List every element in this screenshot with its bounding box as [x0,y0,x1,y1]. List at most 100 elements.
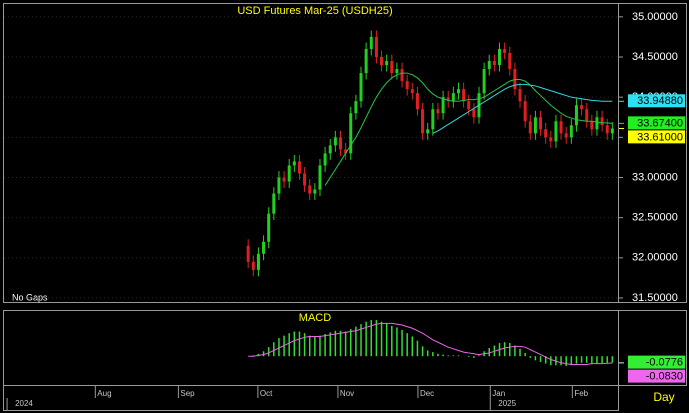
candle-body [605,125,609,134]
candle-body [564,133,568,138]
candle-body [380,57,384,66]
candle-body [405,81,409,90]
candle-body [569,125,573,138]
candle-body [246,245,250,262]
candle-body [344,149,348,154]
candle-body [333,137,337,146]
candle-body [313,189,317,194]
candle-body [364,48,368,74]
candle-body [472,109,476,118]
candle-body [523,101,527,122]
y-tick-label: 34.50000 [632,51,678,63]
x-tick-label: Aug [97,389,111,398]
price-axis [618,3,687,303]
candle-body [498,48,502,66]
indicator-line [432,83,613,134]
macd-title: MACD [299,312,331,324]
marker-box [628,369,685,383]
indicator-line [324,72,613,186]
marker-box [628,355,685,369]
x-tick-label: Oct [260,389,273,398]
candle-body [436,109,440,114]
macd-axis [618,310,687,386]
candle-body [487,61,491,70]
candle-body [446,97,450,102]
indicator-line [248,322,613,365]
candle-body [328,145,332,154]
x-tick-label: Dec [420,389,434,398]
candle-body [533,117,537,134]
candle-body [338,137,342,150]
y-tick-label: 33.00000 [632,171,678,183]
candle-body [554,121,558,142]
candle-body [287,165,291,182]
candle-body [415,93,419,110]
marker-label: 33.61000 [637,131,683,143]
candle-body [574,105,578,126]
candle-body [462,89,466,102]
candle-body [395,69,399,74]
candle-body [385,61,389,66]
macd-panel [3,310,619,386]
candle-body [585,109,589,122]
candle-body [282,177,286,182]
marker-label: 33.94880 [637,95,683,107]
candle-body [549,137,553,142]
candle-body [426,129,430,134]
candle-body [400,69,404,82]
candle-body [482,69,486,94]
marker-label: -0.0830 [646,371,683,383]
candle-body [456,89,460,94]
candle-body [451,93,455,102]
year-label: 2024 [15,399,33,408]
candle-body [610,128,614,134]
candle-body [374,36,378,58]
candle-body [390,61,394,74]
candle-body [308,185,312,194]
candle-body [292,161,296,166]
candle-body [303,173,307,186]
marker-label: 33.67400 [637,117,683,129]
candle-body [256,253,260,270]
period-label: Day [653,390,674,404]
candle-body [262,241,266,254]
x-tick-label: Nov [340,389,354,398]
candle-body [297,161,301,174]
candle-body [580,105,584,110]
candle-body [600,117,604,126]
marker-label: -0.0776 [646,357,683,369]
candle-body [508,52,512,70]
y-tick-label: 32.00000 [632,252,678,264]
candle-body [272,193,276,214]
year-label: 2025 [498,399,516,408]
candle-body [318,165,322,190]
candle-body [544,129,548,138]
chart-title: USD Futures Mar-25 (USDH25) [237,5,392,17]
candle-body [539,117,543,130]
annotation: No Gaps [12,292,48,302]
x-tick-label: Feb [574,389,588,398]
candle-body [349,113,353,154]
y-tick-label: 31.50000 [632,292,678,304]
candle-body [590,121,594,130]
marker-box [628,116,685,130]
candle-body [559,121,563,134]
candle-body [467,101,471,110]
candle-body [528,121,532,134]
candle-body [359,73,363,102]
candle-body [410,89,414,94]
candle-body [277,177,281,194]
candle-body [369,36,373,49]
candle-body [595,117,599,130]
candle-body [251,261,255,270]
time-axis [3,385,619,411]
candle-body [518,89,522,102]
candle-body [323,153,327,166]
candle-body [431,109,435,130]
candle-body [503,48,507,53]
candle-body [267,213,271,242]
y-tick-label: 32.50000 [632,212,678,224]
candle-body [492,61,496,66]
